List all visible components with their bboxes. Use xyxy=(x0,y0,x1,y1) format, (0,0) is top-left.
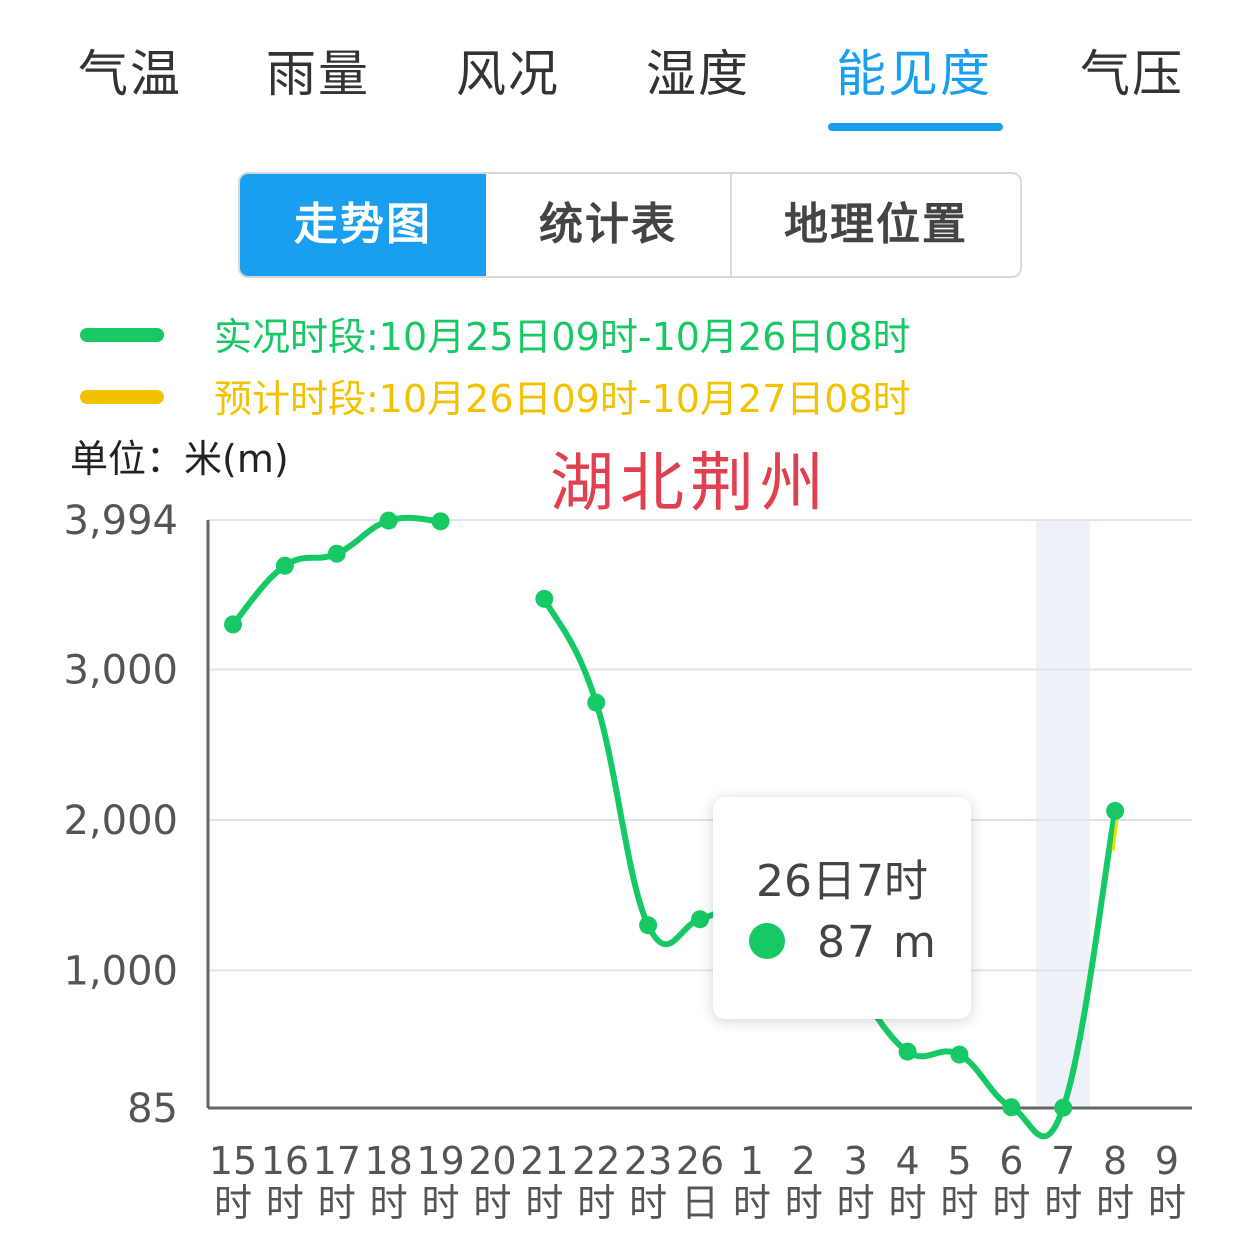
x-tick-unit: 时 xyxy=(266,1181,304,1225)
x-tick-label: 22 xyxy=(572,1139,620,1183)
data-point xyxy=(224,615,242,634)
x-tick-unit: 时 xyxy=(577,1181,615,1225)
data-point xyxy=(1106,801,1125,820)
segment-divider xyxy=(730,174,732,276)
unit-label: 单位：米(m) xyxy=(70,437,289,481)
x-tick-unit: 时 xyxy=(473,1181,511,1225)
data-point xyxy=(950,1045,969,1064)
tab-visibility[interactable]: 能见度 xyxy=(836,45,992,103)
tab-temperature[interactable]: 气温 xyxy=(78,45,182,103)
y-tick-label: 1,000 xyxy=(63,948,178,994)
segment-statistics-table[interactable]: 统计表 xyxy=(539,199,677,250)
chart-tooltip: 26日7时 87 m xyxy=(713,797,971,1019)
x-tick-unit: 时 xyxy=(992,1181,1030,1225)
x-tick-label: 26 xyxy=(676,1139,724,1183)
x-tick-label: 7 xyxy=(1051,1139,1075,1183)
x-tick-label: 16 xyxy=(261,1139,309,1183)
x-tick-unit: 时 xyxy=(525,1181,563,1225)
segment-location[interactable]: 地理位置 xyxy=(784,199,968,250)
active-tab-indicator xyxy=(828,123,1003,131)
legend-forecast-text: 预计时段:10月26日09时-10月27日08时 xyxy=(214,377,911,421)
y-tick-label: 85 xyxy=(127,1086,178,1132)
tab-humidity[interactable]: 湿度 xyxy=(646,45,750,103)
y-tick-label: 3,994 xyxy=(63,498,178,544)
x-tick-label: 6 xyxy=(999,1139,1023,1183)
x-tick-unit: 时 xyxy=(889,1181,927,1225)
legend-observed: 实况时段:10月25日09时-10月26日08时 xyxy=(0,304,1260,359)
x-tick-label: 20 xyxy=(468,1139,516,1183)
x-tick-label: 2 xyxy=(792,1139,816,1183)
x-tick-unit: 时 xyxy=(318,1181,356,1225)
tooltip-title: 26日7时 xyxy=(756,856,928,907)
x-tick-label: 4 xyxy=(895,1139,919,1183)
data-point xyxy=(379,511,398,530)
x-tick-unit: 时 xyxy=(785,1181,823,1225)
tab-wind[interactable]: 风况 xyxy=(456,45,560,103)
observed-swatch xyxy=(80,328,164,342)
x-tick-label: 21 xyxy=(520,1139,568,1183)
highlight-band xyxy=(1036,520,1091,1108)
x-tick-label: 17 xyxy=(313,1139,361,1183)
x-tick-unit: 时 xyxy=(214,1181,252,1225)
data-point xyxy=(587,693,606,712)
series-line xyxy=(230,514,441,627)
x-tick-label: 15 xyxy=(209,1139,257,1183)
x-tick-label: 3 xyxy=(844,1139,868,1183)
x-tick-unit: 日 xyxy=(681,1181,719,1225)
data-point xyxy=(639,916,658,935)
visibility-line-chart[interactable]: 3,9943,0002,0001,0008515时16时17时18时19时20时… xyxy=(0,490,1260,1250)
view-switcher: 走势图 统计表 地理位置 xyxy=(238,172,1022,278)
tab-rainfall[interactable]: 雨量 xyxy=(266,45,370,103)
data-point xyxy=(691,910,709,929)
x-tick-label: 8 xyxy=(1103,1139,1127,1183)
tooltip-series-dot xyxy=(749,923,785,959)
y-tick-label: 3,000 xyxy=(63,648,178,694)
x-tick-label: 5 xyxy=(947,1139,971,1183)
x-tick-unit: 时 xyxy=(629,1181,667,1225)
legend-observed-text: 实况时段:10月25日09时-10月26日08时 xyxy=(214,315,911,359)
x-tick-unit: 时 xyxy=(940,1181,978,1225)
x-tick-unit: 时 xyxy=(1096,1181,1134,1225)
x-tick-label: 9 xyxy=(1155,1139,1179,1183)
x-tick-label: 18 xyxy=(364,1139,412,1183)
x-tick-unit: 时 xyxy=(370,1181,408,1225)
x-tick-label: 23 xyxy=(624,1139,672,1183)
x-tick-unit: 时 xyxy=(733,1181,771,1225)
x-tick-unit: 时 xyxy=(1148,1181,1186,1225)
data-point xyxy=(1002,1098,1021,1117)
data-point xyxy=(898,1042,917,1061)
segment-trend-chart[interactable]: 走势图 xyxy=(240,174,486,276)
x-tick-unit: 时 xyxy=(837,1181,875,1225)
y-tick-label: 2,000 xyxy=(63,798,178,844)
data-point xyxy=(1054,1098,1073,1117)
category-tabs: 气温 雨量 风况 湿度 能见度 气压 xyxy=(0,0,1260,140)
data-point xyxy=(431,512,450,531)
tab-pressure[interactable]: 气压 xyxy=(1080,45,1184,103)
x-tick-unit: 时 xyxy=(422,1181,460,1225)
x-tick-unit: 时 xyxy=(1044,1181,1082,1225)
data-point xyxy=(275,556,294,575)
data-point xyxy=(327,544,346,563)
x-tick-label: 1 xyxy=(740,1139,764,1183)
x-tick-label: 19 xyxy=(416,1139,464,1183)
legend-forecast: 预计时段:10月26日09时-10月27日08时 xyxy=(0,366,1260,421)
forecast-swatch xyxy=(80,390,164,404)
data-point xyxy=(535,589,554,608)
city-label: 湖北荆州 xyxy=(550,447,830,521)
tooltip-value: 87 m xyxy=(817,917,938,968)
